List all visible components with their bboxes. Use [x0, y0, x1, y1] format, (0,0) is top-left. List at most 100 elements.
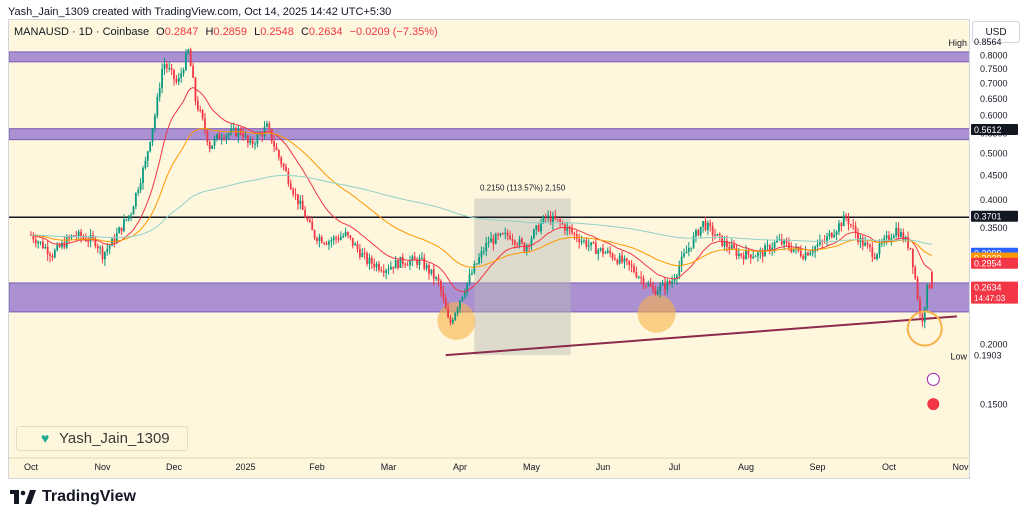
- candle-body: [611, 253, 614, 259]
- candle-body: [187, 49, 190, 54]
- candle-body: [811, 251, 814, 253]
- candle-body: [182, 70, 185, 74]
- candle-body: [623, 258, 626, 263]
- price-axis[interactable]: 0.15000.20000.25000.30000.35000.40000.45…: [970, 19, 1024, 479]
- candle-body: [880, 242, 883, 244]
- price-label: 0.5612: [974, 125, 1002, 135]
- candle-body: [263, 127, 266, 136]
- candle-body: [921, 313, 924, 322]
- candle-body: [80, 231, 82, 238]
- candle-body: [845, 215, 847, 218]
- candle-body: [704, 221, 707, 231]
- candle-body: [537, 225, 540, 232]
- chart-pane[interactable]: 0.2150 (113.57%) 2,150 Oct Nov Dec 2025 Feb Ma…: [8, 19, 970, 479]
- candle-body: [118, 227, 121, 234]
- candle-body: [87, 241, 90, 243]
- candle-body: [444, 298, 447, 309]
- price-extreme-tag: Low: [950, 351, 967, 361]
- candle-body: [654, 289, 657, 295]
- time-tick-label: Feb: [309, 462, 325, 472]
- candle-body: [892, 235, 895, 239]
- candle-body: [244, 135, 247, 137]
- candle-body: [399, 256, 402, 268]
- candle-body: [418, 258, 421, 265]
- candle-body: [442, 291, 445, 299]
- candle-body: [461, 296, 464, 301]
- candle-body: [518, 239, 521, 246]
- candle-body: [554, 215, 557, 220]
- candle-body: [585, 240, 588, 247]
- candle-body: [401, 256, 404, 264]
- price-tick-label: 0.6500: [980, 94, 1008, 104]
- currency-button[interactable]: USD: [972, 21, 1020, 43]
- candle-body: [325, 243, 328, 245]
- candle-body: [225, 135, 228, 139]
- candle-body: [923, 307, 926, 322]
- candle-body: [604, 252, 607, 254]
- candle-body: [366, 253, 368, 264]
- candle-body: [878, 243, 881, 255]
- candle-body: [337, 238, 340, 240]
- price-tick-label: 0.6000: [980, 111, 1008, 121]
- candle-body: [911, 248, 914, 268]
- candle-body: [683, 253, 685, 257]
- candle-body: [77, 231, 80, 237]
- candle-body: [661, 282, 664, 286]
- time-tick-label: Jul: [669, 462, 681, 472]
- support-resistance-zone: [9, 282, 969, 313]
- candle-body: [266, 123, 268, 128]
- candles-group: [30, 47, 933, 329]
- candle-body: [82, 237, 85, 239]
- candle-body: [668, 281, 671, 284]
- price-chart[interactable]: 0.2150 (113.57%) 2,150 Oct Nov Dec 2025 Feb Ma…: [9, 20, 970, 479]
- candle-body: [165, 64, 168, 69]
- candle-body: [440, 280, 442, 292]
- candle-body: [318, 237, 321, 242]
- candle-body: [478, 257, 480, 264]
- candle-body: [504, 232, 507, 234]
- candle-body: [757, 252, 759, 257]
- measurement-box: [474, 198, 571, 356]
- candle-body: [204, 118, 206, 131]
- candle-body: [216, 134, 218, 139]
- candle-body: [521, 239, 523, 243]
- price-label: 0.1903: [974, 350, 1002, 360]
- candle-body: [177, 77, 180, 82]
- candle-body: [249, 140, 252, 143]
- legend-low: 0.2548: [260, 26, 294, 38]
- candle-body: [804, 252, 807, 260]
- candle-body: [530, 238, 533, 246]
- candle-body: [220, 138, 223, 140]
- candle-body: [785, 240, 788, 243]
- candle-body: [897, 227, 900, 237]
- candle-body: [380, 269, 383, 271]
- candle-body: [151, 128, 154, 142]
- candle-body: [201, 110, 204, 119]
- candle-body: [428, 265, 430, 274]
- candle-body: [914, 267, 917, 279]
- ema-mid-line: [30, 127, 933, 268]
- candle-body: [149, 141, 152, 152]
- candle-body: [890, 238, 893, 241]
- candle-body: [664, 282, 666, 290]
- candle-body: [39, 241, 42, 243]
- candle-body: [146, 151, 149, 161]
- candle-body: [578, 238, 581, 243]
- candle-body: [642, 277, 645, 286]
- candle-body: [544, 216, 547, 218]
- candle-body: [370, 257, 373, 264]
- candle-body: [404, 263, 407, 265]
- candle-body: [108, 245, 111, 249]
- candle-body: [113, 238, 116, 243]
- candle-body: [356, 243, 359, 250]
- candle-body: [139, 183, 142, 190]
- candle-body: [463, 292, 466, 297]
- candle-body: [783, 240, 786, 245]
- candle-body: [58, 244, 61, 248]
- candle-body: [277, 150, 280, 158]
- candle-body: [849, 224, 852, 226]
- price-label: 0.3701: [974, 212, 1002, 222]
- candle-body: [869, 244, 871, 248]
- candle-body: [285, 166, 287, 172]
- candle-body: [382, 270, 385, 273]
